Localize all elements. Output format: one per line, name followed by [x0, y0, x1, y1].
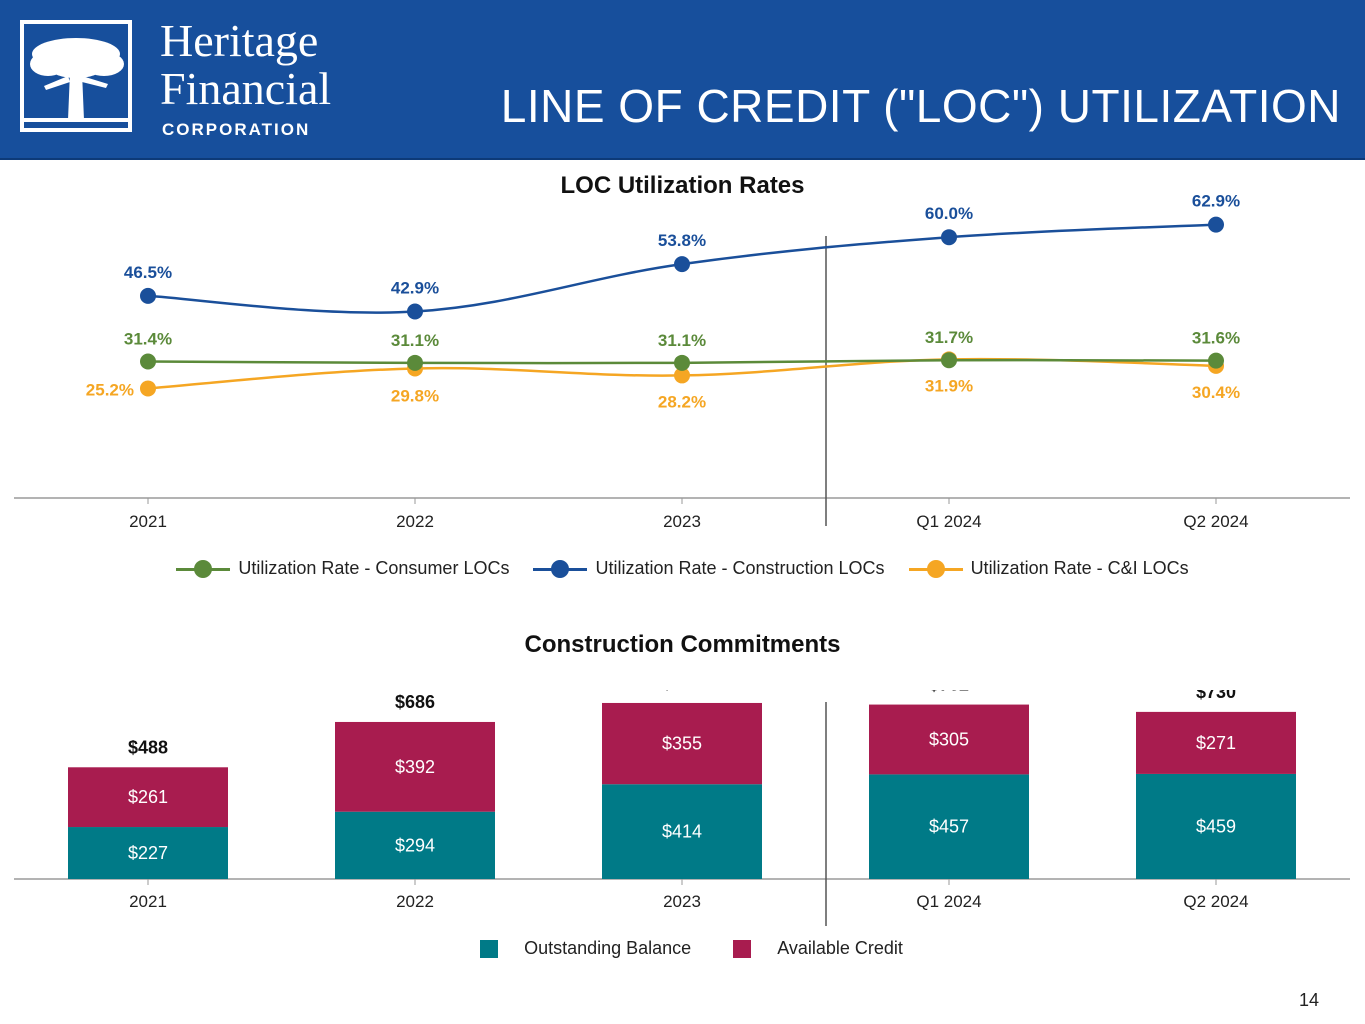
bar-total-label: $762: [929, 690, 969, 695]
legend-label-ci: Utilization Rate - C&I LOCs: [970, 558, 1189, 578]
bar-value-label-outstanding: $227: [128, 843, 168, 863]
bar-segment-available: [869, 704, 1029, 775]
bar-segment-available: [335, 721, 495, 812]
bar-total-label: $730: [1196, 690, 1236, 702]
data-point-consumer: [941, 352, 957, 369]
brand-name-line1: Heritage: [160, 15, 319, 66]
data-point-construction: [674, 256, 690, 273]
data-label-construction: 42.9%: [391, 279, 439, 298]
line-chart-title: LOC Utilization Rates: [560, 172, 805, 199]
line-chart-x-tick-label: Q2 2024: [1183, 512, 1248, 531]
line-chart-x-tick-label: Q1 2024: [916, 512, 981, 531]
bar-value-label-available: $271: [1196, 733, 1236, 753]
legend-swatch-available: [733, 939, 752, 958]
bar-segment-outstanding: [335, 811, 495, 879]
bar-value-label-outstanding: $294: [395, 835, 435, 855]
bar-value-label-outstanding: $414: [662, 822, 702, 842]
legend-label-available: Available Credit: [777, 938, 903, 958]
bar-chart-x-tick-label: Q2 2024: [1183, 892, 1248, 911]
legend-item-construction: Utilization Rate - Construction LOCs: [533, 558, 885, 579]
bar-chart-x-tick-label: 2023: [663, 892, 701, 911]
legend-marker-construction: [533, 559, 588, 578]
bar-value-label-available: $355: [662, 734, 702, 754]
bar-value-label-outstanding: $457: [929, 817, 969, 837]
data-point-construction: [941, 229, 957, 246]
line-chart: 2021 2022 2023 Q1 2024 Q2 2024 31.4% 31.1% 31.1…: [14, 192, 1350, 531]
legend-item-outstanding: Outstanding Balance: [462, 938, 691, 959]
data-point-consumer: [674, 354, 690, 371]
brand-name-line3: CORPORATION: [162, 120, 311, 139]
bar-value-label-available: $392: [395, 757, 435, 777]
data-point-consumer: [140, 353, 156, 370]
data-point-consumer: [1208, 352, 1224, 369]
bar-segment-available: [1136, 711, 1296, 774]
data-label-ci: 30.4%: [1192, 383, 1240, 402]
bar-segment-outstanding: [1136, 773, 1296, 879]
bar-chart-legend: Outstanding Balance Available Credit: [0, 938, 1365, 959]
data-label-construction: 53.8%: [658, 231, 706, 250]
legend-item-available: Available Credit: [715, 938, 903, 959]
bar-value-label-available: $261: [128, 787, 168, 807]
data-label-ci: 29.8%: [391, 386, 439, 405]
bar-segment-outstanding: [602, 784, 762, 879]
bar-chart: $227 $261 $488 2021 $294 $392 $686 2022 $414 $355…: [14, 690, 1350, 926]
page-title: LINE OF CREDIT ("LOC") UTILIZATION: [500, 80, 1341, 132]
bar-total-label: $769: [662, 690, 702, 693]
bar-total-label: $488: [128, 737, 168, 757]
data-label-construction: 46.5%: [124, 263, 172, 282]
data-label-construction: 60.0%: [925, 204, 973, 223]
data-point-ci: [140, 380, 156, 397]
legend-label-construction: Utilization Rate - Construction LOCs: [595, 558, 885, 578]
line-chart-legend: Utilization Rate - Consumer LOCs Utiliza…: [0, 558, 1365, 579]
data-label-ci: 28.2%: [658, 392, 706, 411]
logo: [20, 20, 132, 132]
data-label-consumer: 31.7%: [925, 328, 973, 347]
bar-chart-x-tick-label: 2022: [396, 892, 434, 911]
data-label-ci: 31.9%: [925, 376, 973, 395]
data-label-ci: 25.2%: [86, 380, 134, 399]
header-banner: Heritage Financial CORPORATION LINE OF C…: [0, 0, 1365, 160]
data-point-construction: [407, 303, 423, 320]
bar-value-label-outstanding: $459: [1196, 816, 1236, 836]
bar-chart-title: Construction Commitments: [524, 631, 841, 658]
oak-tree-icon: [24, 38, 128, 122]
bar-chart-x-tick-label: Q1 2024: [916, 892, 981, 911]
bar-segment-available: [602, 702, 762, 785]
bar-value-label-available: $305: [929, 729, 969, 749]
bar-segment-outstanding: [869, 774, 1029, 879]
bar-segment-outstanding: [68, 827, 228, 879]
line-chart-x-tick-label: 2023: [663, 512, 701, 531]
bar-segment-available: [68, 767, 228, 828]
data-point-construction: [140, 287, 156, 304]
data-point-consumer: [407, 354, 423, 371]
legend-marker-consumer: [176, 559, 231, 578]
legend-label-consumer: Utilization Rate - Consumer LOCs: [238, 558, 510, 578]
legend-marker-ci: [908, 559, 963, 578]
line-chart-x-tick-label: 2021: [129, 512, 167, 531]
legend-item-consumer: Utilization Rate - Consumer LOCs: [176, 558, 509, 579]
legend-label-outstanding: Outstanding Balance: [524, 938, 692, 958]
data-label-consumer: 31.1%: [391, 331, 439, 350]
legend-item-ci: Utilization Rate - C&I LOCs: [908, 558, 1189, 579]
page-number: 14: [1298, 990, 1319, 1010]
data-point-ci: [674, 367, 690, 384]
line-chart-x-tick-label: 2022: [396, 512, 434, 531]
brand-name-line2: Financial: [160, 63, 332, 114]
data-label-consumer: 31.6%: [1192, 329, 1240, 348]
bar-chart-x-tick-label: 2021: [129, 892, 167, 911]
data-label-consumer: 31.1%: [658, 331, 706, 350]
data-label-consumer: 31.4%: [124, 330, 172, 349]
legend-swatch-outstanding: [480, 939, 499, 958]
bar-total-label: $686: [395, 692, 435, 712]
data-label-construction: 62.9%: [1192, 192, 1240, 211]
data-point-construction: [1208, 216, 1224, 233]
